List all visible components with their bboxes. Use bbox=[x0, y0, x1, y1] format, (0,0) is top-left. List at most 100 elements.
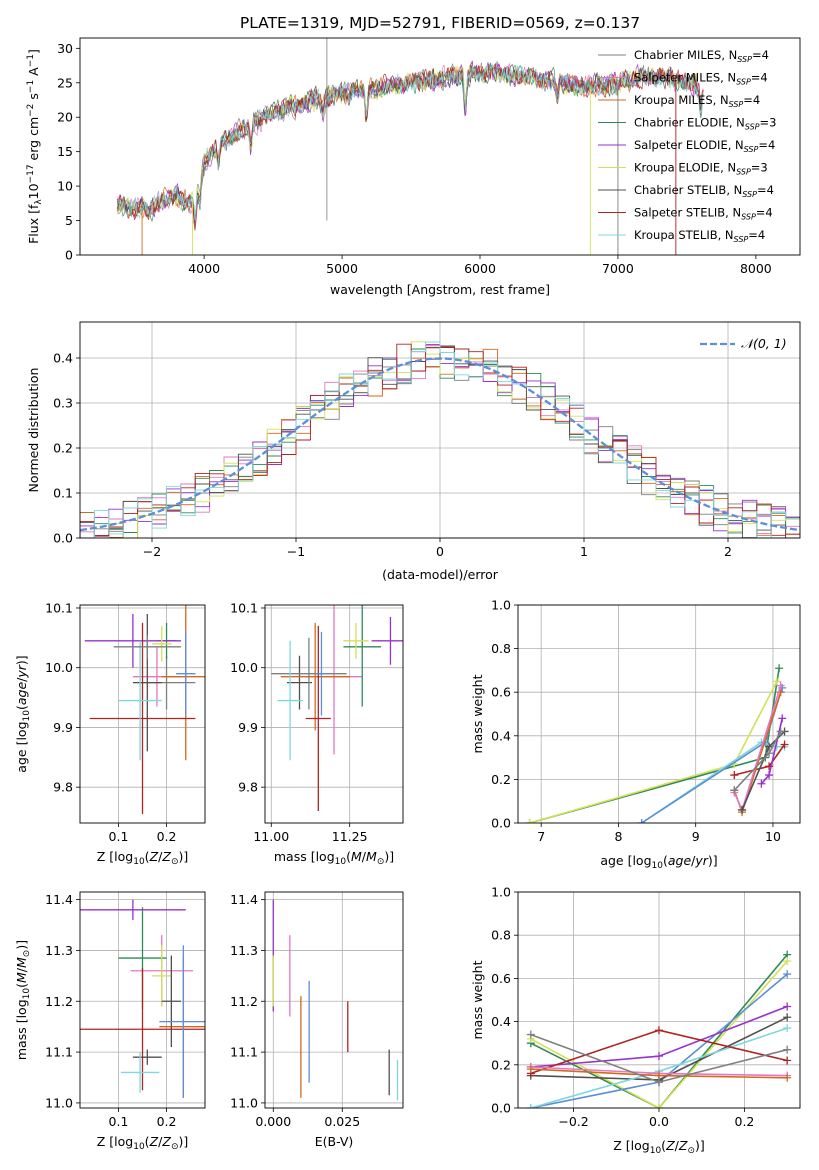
plot-area bbox=[526, 950, 792, 1108]
plot-area bbox=[84, 605, 205, 815]
x-tick-label: 7 bbox=[537, 829, 545, 844]
axes-frame bbox=[264, 604, 404, 824]
chart-panel-4: 11.00 11.25 9.8 9.9 10.0 10.1 mass [log10(M/M⊙… bbox=[230, 600, 404, 867]
axes-frame bbox=[517, 604, 801, 824]
y-tick-label: 11.1 bbox=[45, 1045, 73, 1060]
plus-marker bbox=[776, 681, 785, 690]
x-axis-label: Z [log10(Z/Z⊙)] bbox=[97, 849, 189, 867]
y-tick-label: 0.4 bbox=[491, 728, 511, 743]
x-tick-label: 0.1 bbox=[109, 829, 129, 844]
chart-panel-1: 4000 5000 6000 7000 8000 0 5 10 15 20 25 30 waveleng… bbox=[26, 37, 801, 297]
plus-marker bbox=[765, 749, 774, 758]
x-axis-label: age [log10(age/yr)] bbox=[600, 853, 717, 871]
y-tick-label: 0.6 bbox=[491, 971, 511, 986]
plus-marker bbox=[783, 957, 792, 966]
x-tick-label: 11.25 bbox=[332, 829, 368, 844]
y-tick-label: 9.9 bbox=[238, 720, 258, 735]
y-tick-label: 11.2 bbox=[45, 994, 73, 1009]
charts-layer: 4000 5000 6000 7000 8000051015202530waveleng… bbox=[14, 37, 801, 1156]
x-tick-label: 0.2 bbox=[735, 1114, 755, 1129]
y-tick-label: 11.2 bbox=[230, 994, 258, 1009]
x-axis-label: Z [log10(Z/Z⊙)] bbox=[613, 1138, 705, 1156]
chart-panel-6: 0.1 0.2 11.0 11.1 11.2 11.3 11.4 Z [log10(Z/Z⊙)… bbox=[14, 891, 206, 1152]
histogram-step bbox=[80, 341, 800, 538]
y-tick-label: 10.1 bbox=[45, 600, 73, 615]
plus-marker bbox=[783, 970, 792, 979]
y-axis-label: mass [log10(M/M⊙)] bbox=[14, 940, 32, 1060]
legend-entry: 𝒩(0, 1) bbox=[741, 336, 787, 351]
plus-marker bbox=[776, 727, 785, 736]
plus-marker bbox=[526, 1065, 535, 1074]
spectrum-line bbox=[116, 62, 704, 223]
legend-entry: Chabrier ELODIE, NSSP=3 bbox=[634, 116, 776, 132]
axes-frame bbox=[517, 891, 801, 1109]
legend-entry: Salpeter ELODIE, NSSP=4 bbox=[634, 138, 775, 154]
legend-entry: Kroupa MILES, NSSP=4 bbox=[634, 93, 760, 109]
x-tick-label: 9 bbox=[692, 829, 700, 844]
x-tick-label: 2 bbox=[724, 544, 732, 559]
plus-marker bbox=[772, 677, 781, 686]
y-tick-label: 0.3 bbox=[53, 396, 73, 411]
plot-area bbox=[525, 664, 789, 823]
y-tick-label: 1.0 bbox=[491, 885, 511, 900]
y-tick-label: 11.0 bbox=[45, 1095, 73, 1110]
y-tick-label: 5 bbox=[65, 213, 73, 228]
y-tick-label: 10 bbox=[57, 179, 73, 194]
axes-frame bbox=[79, 321, 801, 539]
plus-marker bbox=[655, 1078, 663, 1087]
y-tick-label: 0.1 bbox=[53, 486, 73, 501]
plus-marker bbox=[775, 664, 784, 673]
axes-frame bbox=[79, 37, 801, 256]
y-axis-label: age [log10(age/yr)] bbox=[14, 655, 32, 772]
histogram-step bbox=[80, 341, 800, 538]
y-tick-label: 0.4 bbox=[53, 351, 73, 366]
plus-marker bbox=[778, 714, 787, 723]
axes-frame bbox=[79, 891, 206, 1109]
x-axis-label: wavelength [Angstrom, rest frame] bbox=[330, 282, 550, 297]
plus-marker bbox=[655, 1052, 663, 1061]
legend-entry: Kroupa STELIB, NSSP=4 bbox=[634, 228, 765, 244]
y-tick-label: 0.8 bbox=[491, 928, 511, 943]
plus-marker bbox=[783, 1024, 792, 1033]
y-axis-label: mass weight bbox=[470, 960, 485, 1039]
plus-marker bbox=[783, 1056, 792, 1065]
plus-marker bbox=[780, 740, 789, 749]
x-tick-label: 8 bbox=[614, 829, 622, 844]
y-tick-label: 0.2 bbox=[491, 1057, 511, 1072]
chart-panel-2: −2 −1 0 1 2 0.0 0.1 0.2 0.3 0.4 𝒩(0, 1) (data-model… bbox=[26, 321, 801, 582]
legend-entry: Salpeter STELIB, NSSP=4 bbox=[634, 206, 773, 222]
x-tick-label: 0.000 bbox=[255, 1114, 291, 1129]
plus-marker bbox=[730, 786, 739, 795]
x-axis-label: Z [log10(Z/Z⊙)] bbox=[97, 1134, 189, 1152]
y-tick-label: 9.9 bbox=[53, 720, 73, 735]
series-line bbox=[529, 668, 780, 823]
plus-marker bbox=[783, 1002, 792, 1011]
plus-marker bbox=[655, 1104, 663, 1108]
y-tick-label: 0.2 bbox=[53, 441, 73, 456]
x-tick-label: 0.025 bbox=[324, 1114, 360, 1129]
legend-entry: Kroupa ELODIE, NSSP=3 bbox=[634, 161, 768, 177]
chart-panel-7: 0.000 0.025 11.0 11.1 11.2 11.3 11.4 E(B-V) bbox=[230, 891, 404, 1149]
y-tick-label: 10.0 bbox=[45, 660, 73, 675]
x-tick-label: 0.0 bbox=[649, 1114, 669, 1129]
plus-marker bbox=[757, 779, 766, 788]
y-tick-label: 11.1 bbox=[230, 1045, 258, 1060]
y-tick-label: 0 bbox=[65, 248, 73, 263]
x-tick-label: −0.2 bbox=[558, 1114, 588, 1129]
plot-area bbox=[116, 38, 704, 255]
x-tick-label: 0.2 bbox=[157, 1114, 177, 1129]
y-tick-label: 9.8 bbox=[238, 780, 258, 795]
plus-marker bbox=[730, 771, 739, 780]
plus-marker bbox=[738, 805, 747, 814]
y-tick-label: 9.8 bbox=[53, 780, 73, 795]
plot-area bbox=[80, 899, 205, 1098]
y-tick-label: 10.1 bbox=[230, 600, 258, 615]
x-axis-label: mass [log10(M/M⊙)] bbox=[274, 849, 394, 867]
x-tick-label: 6000 bbox=[464, 261, 496, 276]
x-tick-label: 0.2 bbox=[157, 829, 177, 844]
chart-panel-3: 0.1 0.2 9.8 9.9 10.0 10.1 Z [log10(Z/Z⊙)] age [… bbox=[14, 600, 206, 867]
x-tick-label: 0.1 bbox=[109, 1114, 129, 1129]
plus-marker bbox=[526, 1030, 535, 1039]
y-tick-label: 20 bbox=[57, 110, 73, 125]
x-axis-label: (data-model)/error bbox=[382, 567, 499, 582]
